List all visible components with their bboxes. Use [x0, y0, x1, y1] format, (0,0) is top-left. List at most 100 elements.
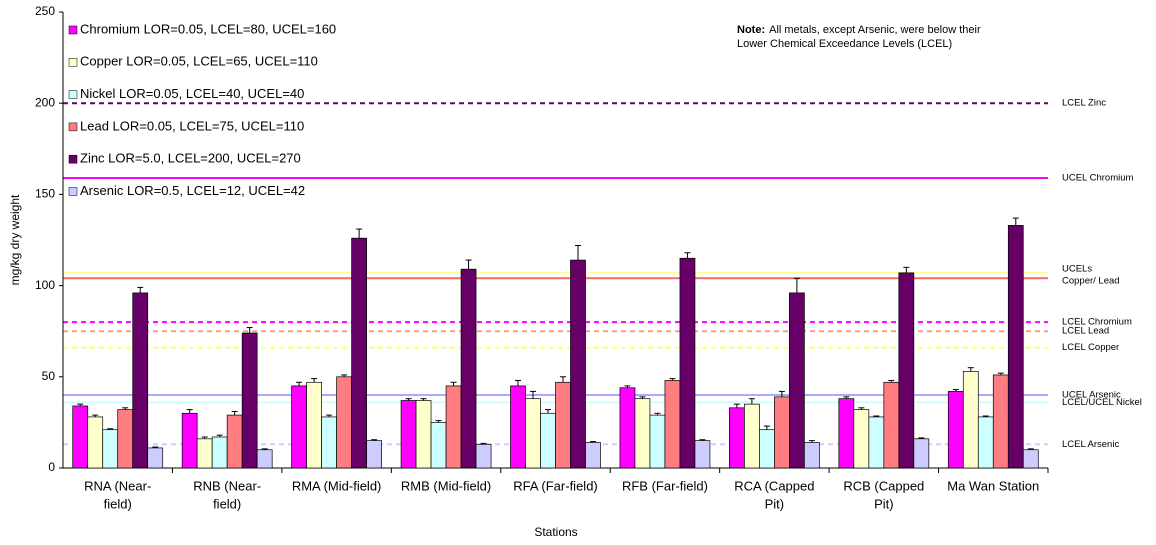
bar: [510, 385, 526, 469]
bar: [729, 407, 745, 469]
bar: [211, 436, 228, 469]
error-bar: [654, 412, 661, 416]
y-tick-label: 50: [42, 369, 56, 383]
bar: [445, 385, 462, 469]
reference-label: LCEL/UCEL Nickel: [1062, 397, 1142, 408]
y-tick-label: 200: [35, 95, 55, 109]
error-bar: [778, 390, 785, 397]
x-tick-label: Ma Wan Station: [947, 478, 1039, 493]
error-bar: [186, 409, 193, 414]
legend-text: Nickel LOR=0.05, LCEL=40, UCEL=40: [80, 86, 304, 101]
error-bar: [420, 398, 427, 401]
bar: [570, 259, 586, 469]
y-tick-label: 250: [35, 4, 55, 18]
error-bar: [733, 403, 740, 408]
legend-text: Copper LOR=0.05, LCEL=65, UCEL=110: [80, 54, 318, 69]
error-bar: [480, 442, 487, 445]
error-bar: [92, 414, 99, 417]
legend-text: Chromium LOR=0.05, LCEL=80, UCEL=160: [80, 21, 336, 36]
reference-label: Copper/ Lead: [1062, 275, 1120, 286]
error-bar: [699, 439, 706, 441]
bar: [634, 398, 651, 469]
error-bar: [341, 374, 348, 377]
bar: [540, 412, 556, 469]
bar: [664, 380, 681, 469]
error-bar: [311, 378, 318, 383]
bar: [196, 438, 213, 469]
bar: [256, 449, 273, 469]
legend-swatch: [68, 90, 78, 99]
reference-label: UCELs: [1062, 263, 1092, 274]
bar: [868, 416, 885, 469]
bar: [1007, 225, 1024, 469]
bar: [679, 257, 696, 469]
x-tick-label: RCB (Capped: [843, 478, 924, 493]
bar: [649, 414, 666, 469]
x-tick-label: Pit): [874, 496, 894, 511]
error-bar: [952, 389, 959, 392]
bar: [117, 409, 134, 469]
y-axis-label: mg/kg dry weight: [8, 194, 22, 285]
error-bar: [669, 378, 676, 381]
error-bar: [624, 385, 631, 388]
legend-text: Zinc LOR=5.0, LCEL=200, UCEL=270: [80, 151, 301, 166]
y-tick-label: 0: [48, 460, 55, 474]
note-bold: Note:: [737, 24, 765, 36]
error-bar: [560, 376, 566, 383]
bar: [181, 412, 198, 469]
bar: [226, 414, 243, 469]
bar: [460, 268, 477, 469]
bar: [883, 381, 900, 469]
error-bar: [1012, 217, 1019, 226]
bar: [977, 416, 994, 469]
bar: [366, 440, 382, 469]
reference-label: LCEL Chromium: [1062, 317, 1132, 328]
error-bar: [793, 277, 800, 293]
error-bar: [77, 403, 84, 406]
error-bar: [122, 407, 129, 410]
error-bar: [107, 428, 114, 430]
legend-swatch: [68, 122, 78, 132]
error-bar: [918, 437, 925, 439]
bar: [430, 422, 447, 469]
error-bar: [326, 414, 333, 417]
bar: [947, 391, 964, 469]
error-bar: [997, 372, 1004, 375]
x-tick-label: RCA (Capped: [734, 478, 814, 493]
x-tick-label: RNA (Near-: [84, 478, 151, 493]
error-bar: [858, 407, 865, 410]
x-tick-label: RFB (Far-field): [622, 478, 708, 493]
note: Lower Chemical Exceedance Levels (LCEL): [737, 38, 952, 50]
bar: [804, 442, 820, 469]
bar: [585, 442, 601, 469]
error-bar: [590, 441, 596, 443]
error-bar: [435, 420, 442, 423]
bar: [400, 400, 417, 469]
legend-swatch: [68, 58, 78, 67]
x-tick-label: Pit): [765, 496, 785, 511]
bar: [321, 416, 337, 469]
x-tick-label: field): [104, 496, 132, 511]
error-bar: [748, 398, 755, 405]
x-tick-label: field): [213, 496, 241, 511]
bar: [962, 370, 979, 469]
error-bar: [545, 409, 551, 414]
legend-text: Arsenic LOR=0.5, LCEL=12, UCEL=42: [80, 183, 305, 198]
bar: [525, 398, 541, 469]
error-bar: [808, 440, 815, 443]
bar: [1022, 449, 1039, 469]
reference-label: LCEL Zinc: [1062, 98, 1106, 109]
bar: [132, 292, 149, 469]
bar: [102, 429, 119, 469]
bar: [759, 429, 775, 469]
error-bar: [982, 415, 989, 417]
error-bar: [450, 381, 457, 386]
error-bar: [530, 390, 536, 399]
error-bar: [903, 266, 910, 273]
x-tick-label: RMB (Mid-field): [401, 478, 491, 493]
bar: [619, 387, 636, 469]
legend-text: Lead LOR=0.05, LCEL=75, UCEL=110: [80, 118, 304, 133]
error-bar: [261, 448, 268, 450]
x-tick-label: RFA (Far-field): [513, 478, 598, 493]
error-bar: [296, 381, 303, 386]
